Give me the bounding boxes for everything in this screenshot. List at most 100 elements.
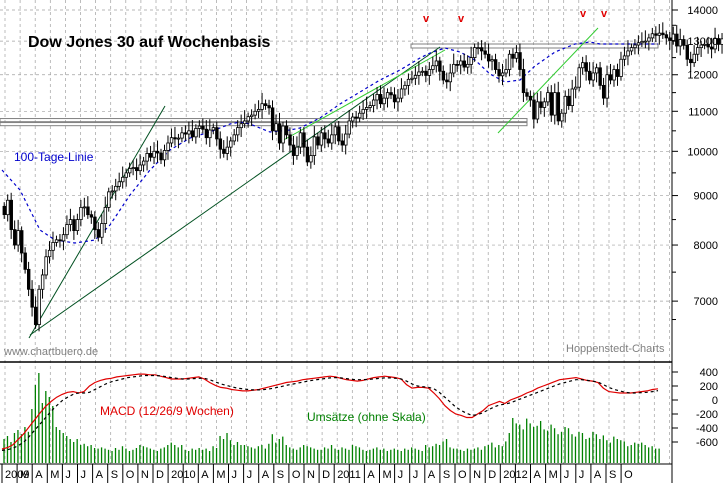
peak-marker: v bbox=[580, 8, 587, 20]
candle-body bbox=[277, 123, 282, 144]
candle-body bbox=[525, 92, 529, 97]
candle-body bbox=[65, 224, 69, 236]
candle-body bbox=[598, 67, 602, 86]
candle-body bbox=[473, 47, 477, 58]
candle-body bbox=[340, 140, 345, 146]
candle-body bbox=[114, 185, 118, 192]
candle-body bbox=[180, 132, 184, 139]
y-tick-label: 14000 bbox=[687, 5, 718, 17]
macd-label: MACD (12/26/9 Wochen) bbox=[100, 404, 234, 418]
candle-body bbox=[222, 148, 226, 154]
candle-body bbox=[148, 153, 153, 158]
x-tick-label: A bbox=[201, 469, 209, 481]
candle-body bbox=[417, 71, 421, 76]
candle-body bbox=[668, 37, 672, 41]
x-tick-label: N bbox=[473, 469, 481, 481]
candle-body bbox=[608, 74, 613, 81]
macd-tick-label: -200 bbox=[696, 409, 718, 421]
candle-body bbox=[243, 120, 247, 125]
candle-body bbox=[605, 74, 609, 99]
candle-body bbox=[89, 214, 94, 218]
candle-body bbox=[685, 44, 689, 60]
x-tick-label: A bbox=[35, 469, 43, 481]
candle-body bbox=[211, 127, 216, 131]
x-tick-label: N bbox=[307, 469, 315, 481]
candle-body bbox=[459, 60, 463, 66]
candle-body bbox=[375, 94, 379, 101]
macd-line bbox=[1, 373, 659, 450]
candle-body bbox=[619, 58, 623, 77]
candle-body bbox=[96, 229, 101, 238]
trend-steep-2009 bbox=[28, 105, 166, 339]
macd-tick-label: -400 bbox=[696, 423, 718, 435]
peak-marker: v bbox=[601, 8, 608, 20]
candle-body bbox=[291, 144, 296, 156]
x-tick-label: S bbox=[609, 469, 616, 481]
candle-body bbox=[469, 57, 473, 65]
candle-body bbox=[333, 126, 338, 136]
candle-body bbox=[312, 136, 317, 156]
candle-body bbox=[601, 84, 606, 99]
candle-body bbox=[37, 288, 41, 325]
candle-body bbox=[466, 63, 470, 68]
candle-body bbox=[218, 138, 223, 150]
candle-body bbox=[368, 105, 372, 108]
candle-body bbox=[528, 95, 533, 101]
candle-body bbox=[358, 112, 362, 119]
candle-body bbox=[100, 223, 104, 238]
x-tick-label: O bbox=[624, 469, 633, 481]
candle-body bbox=[535, 101, 540, 120]
x-tick-label: J bbox=[398, 469, 404, 481]
x-tick-label: M bbox=[216, 469, 225, 481]
x-tick-label: D bbox=[488, 469, 496, 481]
candle-body bbox=[399, 88, 404, 99]
ma-label: 100-Tage-Linie bbox=[14, 150, 94, 164]
candle-body bbox=[622, 55, 627, 60]
candle-body bbox=[689, 58, 693, 64]
candle-body bbox=[26, 268, 31, 290]
peak-marker: v bbox=[423, 13, 430, 25]
y-tick-label: 13000 bbox=[687, 36, 718, 48]
candle-body bbox=[159, 152, 163, 161]
candle-body bbox=[337, 126, 341, 142]
candle-body bbox=[507, 53, 512, 70]
x-tick-label: J bbox=[413, 469, 419, 481]
candle-body bbox=[75, 219, 80, 231]
candle-body bbox=[424, 70, 428, 76]
trend-2010 bbox=[279, 49, 446, 143]
candle-body bbox=[431, 65, 435, 70]
candle-body bbox=[204, 128, 209, 139]
candle-body bbox=[661, 32, 665, 36]
candle-body bbox=[385, 92, 390, 99]
candle-body bbox=[319, 132, 324, 146]
peak-marker: v bbox=[458, 13, 465, 25]
candle-body bbox=[479, 47, 484, 52]
x-tick-label: A bbox=[534, 469, 542, 481]
candle-body bbox=[128, 168, 132, 174]
candle-body bbox=[445, 79, 449, 83]
candle-body bbox=[166, 142, 170, 151]
candle-body bbox=[316, 136, 320, 146]
candle-body bbox=[121, 176, 125, 183]
candle-body bbox=[413, 75, 418, 79]
candle-body bbox=[633, 44, 637, 49]
source-right-label: Hoppenstedt-Charts bbox=[566, 343, 665, 355]
candle-body bbox=[152, 150, 156, 158]
candle-body bbox=[110, 190, 115, 193]
candle-body bbox=[427, 69, 432, 76]
candle-body bbox=[563, 95, 568, 114]
candle-body bbox=[612, 69, 616, 81]
candle-body bbox=[581, 62, 585, 69]
time-x-axis: 2009MAMJJASOND2010AMJJASOND2011AMJJASOND… bbox=[1, 464, 633, 483]
candle-body bbox=[629, 47, 634, 52]
candle-body bbox=[514, 52, 519, 59]
candlestick-series bbox=[2, 22, 723, 332]
candle-body bbox=[647, 37, 651, 42]
candle-body bbox=[86, 206, 90, 216]
candle-body bbox=[716, 38, 721, 45]
support-lower-line bbox=[0, 121, 528, 127]
trend-long bbox=[29, 46, 441, 336]
candle-body bbox=[420, 70, 425, 73]
candle-body bbox=[511, 53, 515, 59]
candle-body bbox=[462, 60, 466, 68]
